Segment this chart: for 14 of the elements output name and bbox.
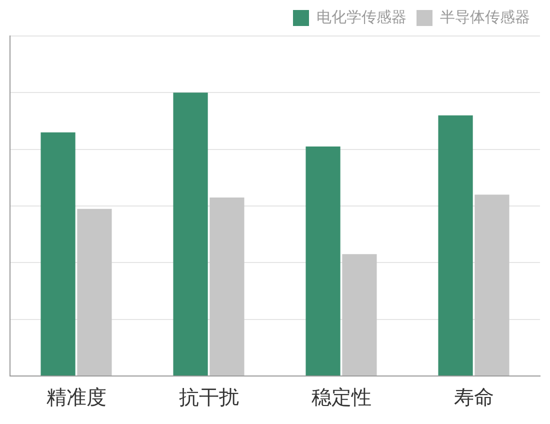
x-tick-label: 稳定性 — [311, 385, 372, 410]
bar — [210, 198, 244, 376]
legend-label: 半导体传感器 — [440, 8, 530, 26]
bar — [342, 254, 377, 376]
bar — [173, 92, 208, 376]
bar — [438, 115, 473, 376]
bar — [474, 194, 510, 376]
x-tick-label: 寿命 — [454, 385, 494, 410]
bar — [306, 146, 340, 376]
x-tick-label: 抗干扰 — [178, 385, 239, 410]
bar — [77, 208, 112, 376]
bar — [40, 132, 76, 376]
legend-label: 电化学传感器 — [316, 8, 406, 26]
x-tick-label: 精准度 — [46, 385, 106, 410]
